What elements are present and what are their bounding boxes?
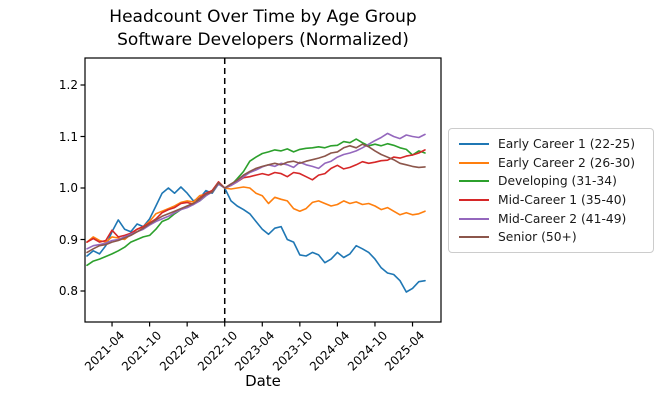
y-tick-label: 1.0 [58, 181, 78, 195]
chart-title-line1: Headcount Over Time by Age Group [109, 7, 417, 27]
series-line-mid-career-1-35-40 [86, 149, 426, 243]
legend-item: Mid-Career 1 (35-40) [457, 191, 647, 210]
legend-line-swatch [459, 180, 489, 183]
y-tick-label: 1.1 [58, 129, 78, 144]
legend-label: Mid-Career 2 (41-49) [498, 211, 627, 226]
legend-item: Early Career 2 (26-30) [457, 154, 647, 173]
legend-item: Senior (50+) [457, 228, 647, 247]
series-line-senior-50 [86, 143, 426, 254]
y-tick-label: 1.2 [58, 78, 78, 92]
legend-label: Developing (31-34) [498, 174, 617, 189]
legend-item: Developing (31-34) [457, 172, 647, 191]
chart-title: Headcount Over Time by Age Group Softwar… [85, 6, 441, 52]
series-line-early-career-1-22-25 [86, 183, 426, 293]
series-line-early-career-2-26-30 [86, 182, 426, 243]
legend-item: Early Career 1 (22-25) [457, 135, 647, 154]
legend-label: Early Career 2 (26-30) [498, 155, 636, 170]
legend-label: Early Career 1 (22-25) [498, 137, 636, 152]
legend-item: Mid-Career 2 (41-49) [457, 209, 647, 228]
legend-label: Mid-Career 1 (35-40) [498, 193, 627, 208]
plot-frame [84, 57, 442, 323]
x-axis-label: Date [245, 372, 281, 390]
chart-title-line2: Software Developers (Normalized) [117, 30, 409, 50]
series-line-mid-career-2-41-49 [86, 132, 426, 250]
legend-line-swatch [459, 199, 489, 202]
legend-line-swatch [459, 143, 489, 146]
legend-line-swatch [459, 161, 489, 164]
series-line-developing-31-34 [86, 138, 426, 267]
y-tick-label: 0.9 [58, 232, 78, 247]
legend-label: Senior (50+) [498, 230, 577, 245]
legend-line-swatch [459, 236, 489, 239]
legend: Early Career 1 (22-25) Early Career 2 (26… [448, 128, 654, 253]
y-tick-label: 0.8 [58, 284, 78, 298]
legend-line-swatch [459, 217, 489, 220]
